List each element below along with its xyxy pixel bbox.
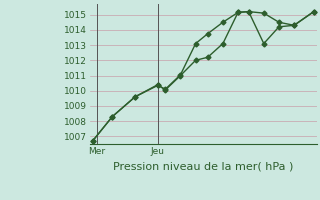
X-axis label: Pression niveau de la mer( hPa ): Pression niveau de la mer( hPa ) bbox=[113, 161, 293, 171]
